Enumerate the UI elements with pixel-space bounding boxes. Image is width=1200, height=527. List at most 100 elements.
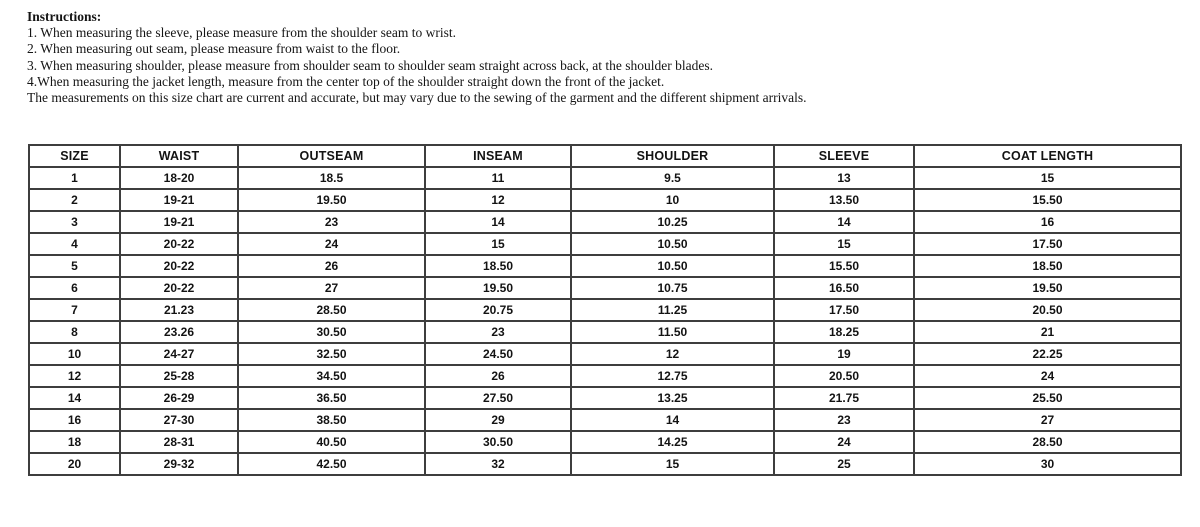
cell-shoulder: 12.75	[570, 364, 775, 389]
cell-waist: 27-30	[119, 408, 239, 433]
cell-sleeve: 13.50	[773, 188, 915, 213]
cell-coat-length: 25.50	[913, 386, 1182, 411]
cell-size: 5	[28, 254, 121, 279]
instructions-heading: Instructions:	[27, 9, 102, 24]
table-row: 8 23.26 30.50 23 11.50 18.25 21	[28, 320, 1182, 345]
cell-waist: 24-27	[119, 342, 239, 367]
instruction-line-5: The measurements on this size chart are …	[27, 90, 807, 106]
cell-sleeve: 18.25	[773, 320, 915, 345]
table-row: 14 26-29 36.50 27.50 13.25 21.75 25.50	[28, 386, 1182, 411]
table-row: 1 18-20 18.5 11 9.5 13 15	[28, 166, 1182, 191]
cell-sleeve: 14	[773, 210, 915, 235]
cell-inseam: 19.50	[424, 276, 572, 301]
cell-coat-length: 22.25	[913, 342, 1182, 367]
cell-waist: 25-28	[119, 364, 239, 389]
cell-outseam: 36.50	[237, 386, 426, 411]
cell-shoulder: 13.25	[570, 386, 775, 411]
table-row: 4 20-22 24 15 10.50 15 17.50	[28, 232, 1182, 257]
cell-outseam: 34.50	[237, 364, 426, 389]
cell-waist: 29-32	[119, 452, 239, 477]
cell-size: 1	[28, 166, 121, 191]
cell-shoulder: 9.5	[570, 166, 775, 191]
cell-coat-length: 21	[913, 320, 1182, 345]
cell-shoulder: 10.75	[570, 276, 775, 301]
cell-outseam: 27	[237, 276, 426, 301]
table-row: 2 19-21 19.50 12 10 13.50 15.50	[28, 188, 1182, 213]
cell-sleeve: 15.50	[773, 254, 915, 279]
table-row: 6 20-22 27 19.50 10.75 16.50 19.50	[28, 276, 1182, 301]
cell-shoulder: 10	[570, 188, 775, 213]
cell-inseam: 29	[424, 408, 572, 433]
instruction-line-3: 3. When measuring shoulder, please measu…	[27, 57, 714, 73]
cell-coat-length: 24	[913, 364, 1182, 389]
cell-waist: 28-31	[119, 430, 239, 455]
cell-inseam: 12	[424, 188, 572, 213]
cell-inseam: 23	[424, 320, 572, 345]
cell-waist: 19-21	[119, 188, 239, 213]
column-header-shoulder: SHOULDER	[570, 144, 775, 169]
column-header-coat-length: COAT LENGTH	[913, 144, 1182, 169]
cell-shoulder: 15	[570, 452, 775, 477]
cell-waist: 18-20	[119, 166, 239, 191]
cell-sleeve: 20.50	[773, 364, 915, 389]
table-header-row: SIZE WAIST OUTSEAM INSEAM SHOULDER SLEEV…	[28, 144, 1182, 169]
cell-sleeve: 16.50	[773, 276, 915, 301]
cell-size: 3	[28, 210, 121, 235]
cell-inseam: 32	[424, 452, 572, 477]
instructions-block: Instructions: 1. When measuring the slee…	[0, 0, 1200, 106]
cell-coat-length: 30	[913, 452, 1182, 477]
instruction-line-1: 1. When measuring the sleeve, please mea…	[27, 25, 456, 41]
cell-outseam: 38.50	[237, 408, 426, 433]
cell-size: 16	[28, 408, 121, 433]
cell-shoulder: 10.50	[570, 254, 775, 279]
table-row: 10 24-27 32.50 24.50 12 19 22.25	[28, 342, 1182, 367]
cell-sleeve: 13	[773, 166, 915, 191]
cell-sleeve: 24	[773, 430, 915, 455]
cell-inseam: 26	[424, 364, 572, 389]
cell-outseam: 30.50	[237, 320, 426, 345]
cell-shoulder: 14	[570, 408, 775, 433]
cell-outseam: 18.5	[237, 166, 426, 191]
cell-sleeve: 21.75	[773, 386, 915, 411]
cell-size: 8	[28, 320, 121, 345]
cell-sleeve: 17.50	[773, 298, 915, 323]
cell-size: 20	[28, 452, 121, 477]
cell-sleeve: 19	[773, 342, 915, 367]
cell-shoulder: 10.50	[570, 232, 775, 257]
column-header-inseam: INSEAM	[424, 144, 572, 169]
table-row: 18 28-31 40.50 30.50 14.25 24 28.50	[28, 430, 1182, 455]
cell-inseam: 24.50	[424, 342, 572, 367]
cell-waist: 20-22	[119, 276, 239, 301]
cell-size: 7	[28, 298, 121, 323]
cell-shoulder: 11.25	[570, 298, 775, 323]
cell-coat-length: 17.50	[913, 232, 1182, 257]
table-row: 5 20-22 26 18.50 10.50 15.50 18.50	[28, 254, 1182, 279]
cell-shoulder: 10.25	[570, 210, 775, 235]
cell-waist: 23.26	[119, 320, 239, 345]
cell-coat-length: 28.50	[913, 430, 1182, 455]
cell-size: 2	[28, 188, 121, 213]
cell-shoulder: 14.25	[570, 430, 775, 455]
instruction-line-4: 4.When measuring the jacket length, meas…	[27, 73, 665, 89]
cell-waist: 20-22	[119, 232, 239, 257]
cell-coat-length: 16	[913, 210, 1182, 235]
cell-shoulder: 11.50	[570, 320, 775, 345]
cell-sleeve: 25	[773, 452, 915, 477]
column-header-waist: WAIST	[119, 144, 239, 169]
table-row: 16 27-30 38.50 29 14 23 27	[28, 408, 1182, 433]
table-row: 3 19-21 23 14 10.25 14 16	[28, 210, 1182, 235]
cell-size: 6	[28, 276, 121, 301]
cell-outseam: 32.50	[237, 342, 426, 367]
cell-shoulder: 12	[570, 342, 775, 367]
cell-coat-length: 15.50	[913, 188, 1182, 213]
cell-coat-length: 27	[913, 408, 1182, 433]
cell-inseam: 20.75	[424, 298, 572, 323]
cell-waist: 26-29	[119, 386, 239, 411]
cell-outseam: 24	[237, 232, 426, 257]
cell-size: 18	[28, 430, 121, 455]
cell-inseam: 30.50	[424, 430, 572, 455]
cell-outseam: 19.50	[237, 188, 426, 213]
cell-inseam: 11	[424, 166, 572, 191]
cell-outseam: 28.50	[237, 298, 426, 323]
cell-size: 14	[28, 386, 121, 411]
